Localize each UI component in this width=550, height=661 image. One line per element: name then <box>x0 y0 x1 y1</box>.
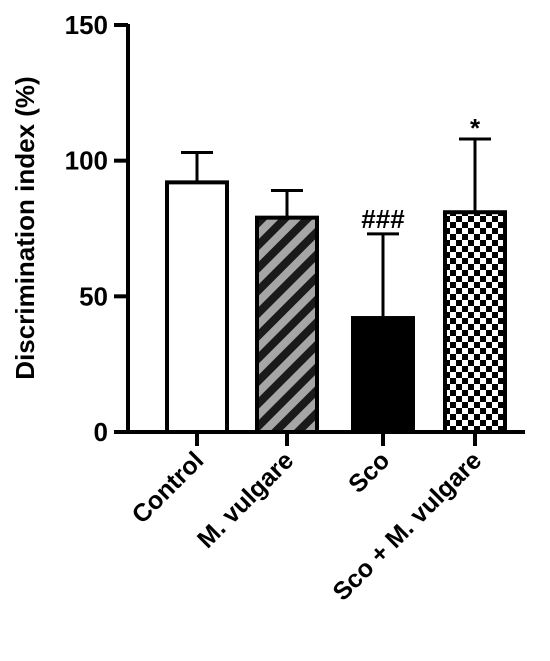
significance-label: ### <box>361 204 405 234</box>
y-tick-label: 0 <box>94 417 108 447</box>
y-tick-label: 150 <box>65 10 108 40</box>
category-label: M. vulgare <box>192 446 299 553</box>
y-tick-label: 50 <box>79 281 108 311</box>
significance-label: * <box>470 113 481 143</box>
y-axis-title: Discrimination index (%) <box>10 76 40 379</box>
y-tick-label: 100 <box>65 146 108 176</box>
bars <box>165 180 507 435</box>
bar-1 <box>165 180 229 434</box>
x-axis <box>126 430 525 446</box>
bar-4 <box>443 210 507 434</box>
bar-3 <box>351 316 415 435</box>
bar-2 <box>255 215 319 434</box>
y-axis: 0 50 100 150 <box>65 10 130 447</box>
category-label: Sco <box>343 446 395 498</box>
annotations: ### * <box>361 113 481 234</box>
error-bars <box>181 137 491 319</box>
category-label: Control <box>127 446 210 529</box>
